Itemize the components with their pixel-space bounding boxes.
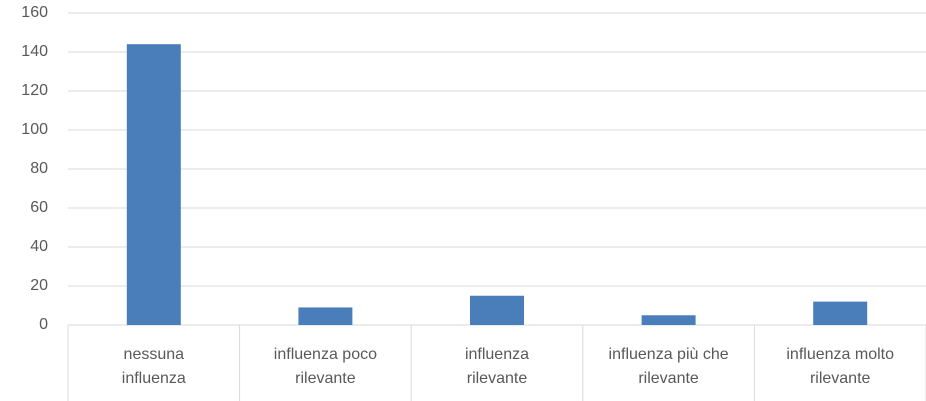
y-tick-label: 120 (21, 82, 48, 99)
x-tick-label: influenza molto rilevante (786, 346, 894, 387)
y-tick-label: 60 (30, 199, 48, 216)
y-tick-label: 80 (30, 160, 48, 177)
y-tick-label: 100 (21, 121, 48, 138)
bar (641, 315, 696, 325)
y-tick-label: 140 (21, 43, 48, 60)
x-tick-label: influenza più che rilevante (608, 346, 729, 387)
y-tick-label: 20 (30, 277, 48, 294)
x-tick-label: influenza rilevante (464, 346, 529, 387)
y-tick-label: 160 (21, 4, 48, 21)
x-tick-label: nessuna influenza (121, 346, 186, 387)
bar (126, 44, 181, 325)
bar (813, 301, 868, 325)
x-tick-label: influenza poco rilevante (273, 346, 377, 387)
y-tick-label: 0 (39, 316, 48, 333)
y-tick-label: 40 (30, 238, 48, 255)
bar (470, 295, 524, 325)
bar (298, 307, 353, 325)
